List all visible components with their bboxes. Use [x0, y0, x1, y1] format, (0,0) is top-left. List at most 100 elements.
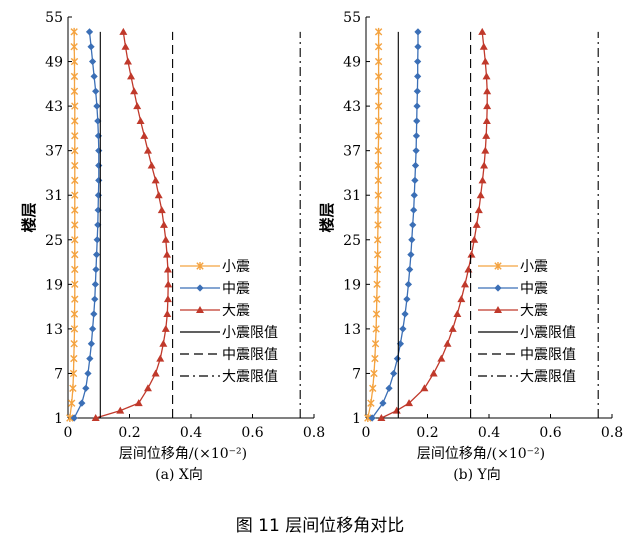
data-point	[392, 406, 401, 414]
data-point	[374, 102, 383, 111]
data-point	[406, 265, 414, 274]
legend-label: 大震	[520, 303, 548, 319]
data-point	[140, 131, 149, 139]
data-point	[159, 220, 168, 228]
series-line	[95, 31, 169, 419]
data-point	[70, 27, 78, 36]
data-point	[374, 220, 382, 229]
y-axis-title: 楼层	[318, 202, 336, 232]
data-point	[482, 72, 491, 80]
data-point	[71, 116, 79, 125]
x-tick-label: 0.4	[478, 425, 500, 441]
data-point	[374, 87, 383, 96]
data-point	[71, 206, 79, 215]
x-tick-label: 0.4	[180, 425, 202, 441]
y-tick-label: 49	[45, 55, 63, 71]
series-3	[91, 27, 173, 421]
y-tick-label: 1	[54, 411, 63, 427]
data-point	[371, 339, 380, 348]
data-point	[93, 236, 101, 244]
legend-label: 中震限值	[520, 347, 576, 363]
y-tick-label: 1	[352, 411, 361, 427]
data-point	[390, 369, 398, 378]
data-point	[163, 295, 172, 303]
data-point	[90, 310, 98, 318]
data-point	[481, 57, 490, 65]
x-axis-title: 层间位移角/(×10⁻²)	[119, 446, 247, 462]
data-point	[116, 406, 125, 414]
data-point	[457, 295, 466, 303]
data-point	[151, 176, 160, 184]
y-tick-label: 31	[45, 188, 63, 204]
x-tick-label: 0	[362, 425, 371, 441]
y-tick-label: 7	[352, 366, 361, 382]
data-point	[464, 265, 473, 273]
legend-swatch-marker	[494, 262, 502, 270]
data-point	[71, 250, 79, 259]
y-tick-label: 13	[45, 322, 63, 338]
legend-swatch-marker	[494, 284, 502, 292]
data-point	[373, 250, 382, 259]
data-point	[479, 42, 488, 50]
data-point	[414, 57, 422, 66]
data-point	[413, 117, 421, 125]
data-point	[374, 72, 383, 81]
data-point	[70, 310, 79, 319]
data-point	[157, 206, 166, 214]
data-point	[374, 206, 382, 215]
data-point	[69, 384, 77, 393]
data-point	[403, 295, 411, 303]
data-point	[480, 161, 489, 169]
data-point	[368, 414, 376, 422]
data-point	[95, 176, 103, 184]
data-point	[70, 339, 78, 348]
legend-swatch-marker	[196, 262, 204, 270]
data-point	[411, 176, 419, 184]
y-tick-label: 49	[343, 55, 361, 71]
data-point	[93, 102, 101, 110]
data-point	[86, 354, 94, 363]
legend-label: 大震限值	[222, 369, 278, 385]
data-point	[367, 399, 375, 408]
data-point	[70, 57, 79, 66]
data-point	[94, 191, 103, 199]
y-tick-label: 43	[343, 99, 361, 115]
data-point	[92, 87, 100, 95]
data-point	[130, 87, 139, 95]
y-tick-label: 19	[45, 277, 63, 293]
data-point	[374, 176, 382, 185]
series-3	[377, 27, 492, 421]
x-axis-title: 层间位移角/(×10⁻²)	[417, 446, 545, 462]
data-point	[71, 280, 79, 289]
data-point	[90, 72, 98, 81]
legend-swatch-marker	[494, 306, 502, 313]
data-point	[429, 369, 438, 377]
data-point	[443, 339, 452, 347]
data-point	[134, 399, 143, 407]
data-point	[414, 72, 422, 81]
data-point	[163, 310, 172, 318]
y-axis-title: 楼层	[20, 202, 38, 232]
data-point	[136, 116, 145, 124]
data-point	[89, 57, 97, 66]
data-point	[71, 131, 79, 140]
data-point	[372, 310, 381, 319]
data-point	[71, 220, 79, 229]
data-point	[87, 43, 95, 51]
y-tick-label: 55	[343, 10, 361, 26]
data-point	[461, 280, 470, 288]
chart-panel-2: 1 7 13 19 25 31 37 43 49 55 0 0.2 0.4 0.6 0.8 楼层层间位移角/(…	[318, 10, 623, 483]
data-point	[374, 161, 382, 170]
data-point	[448, 324, 457, 332]
data-point	[71, 295, 79, 304]
data-point	[91, 414, 100, 421]
data-point	[70, 414, 78, 422]
data-point	[163, 265, 172, 273]
data-point	[410, 206, 418, 214]
data-point	[71, 191, 79, 200]
data-point	[408, 236, 416, 244]
data-point	[374, 191, 382, 200]
y-tick-label: 25	[45, 233, 63, 249]
